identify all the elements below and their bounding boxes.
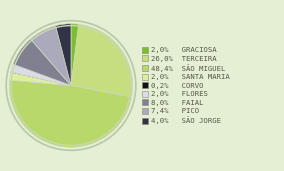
Wedge shape	[56, 24, 71, 86]
Wedge shape	[9, 80, 132, 147]
Wedge shape	[71, 24, 79, 86]
Wedge shape	[71, 24, 133, 97]
Wedge shape	[11, 72, 71, 86]
Legend: 2,0%   GRACIOSA, 26,0%  TERCEIRA, 48,4%  SÃO MIGUEL, 2,0%   SANTA MARIA, 0,2%   : 2,0% GRACIOSA, 26,0% TERCEIRA, 48,4% SÃO…	[142, 47, 229, 124]
Wedge shape	[9, 72, 71, 86]
Wedge shape	[11, 64, 71, 86]
Wedge shape	[30, 26, 71, 86]
Wedge shape	[13, 39, 71, 86]
